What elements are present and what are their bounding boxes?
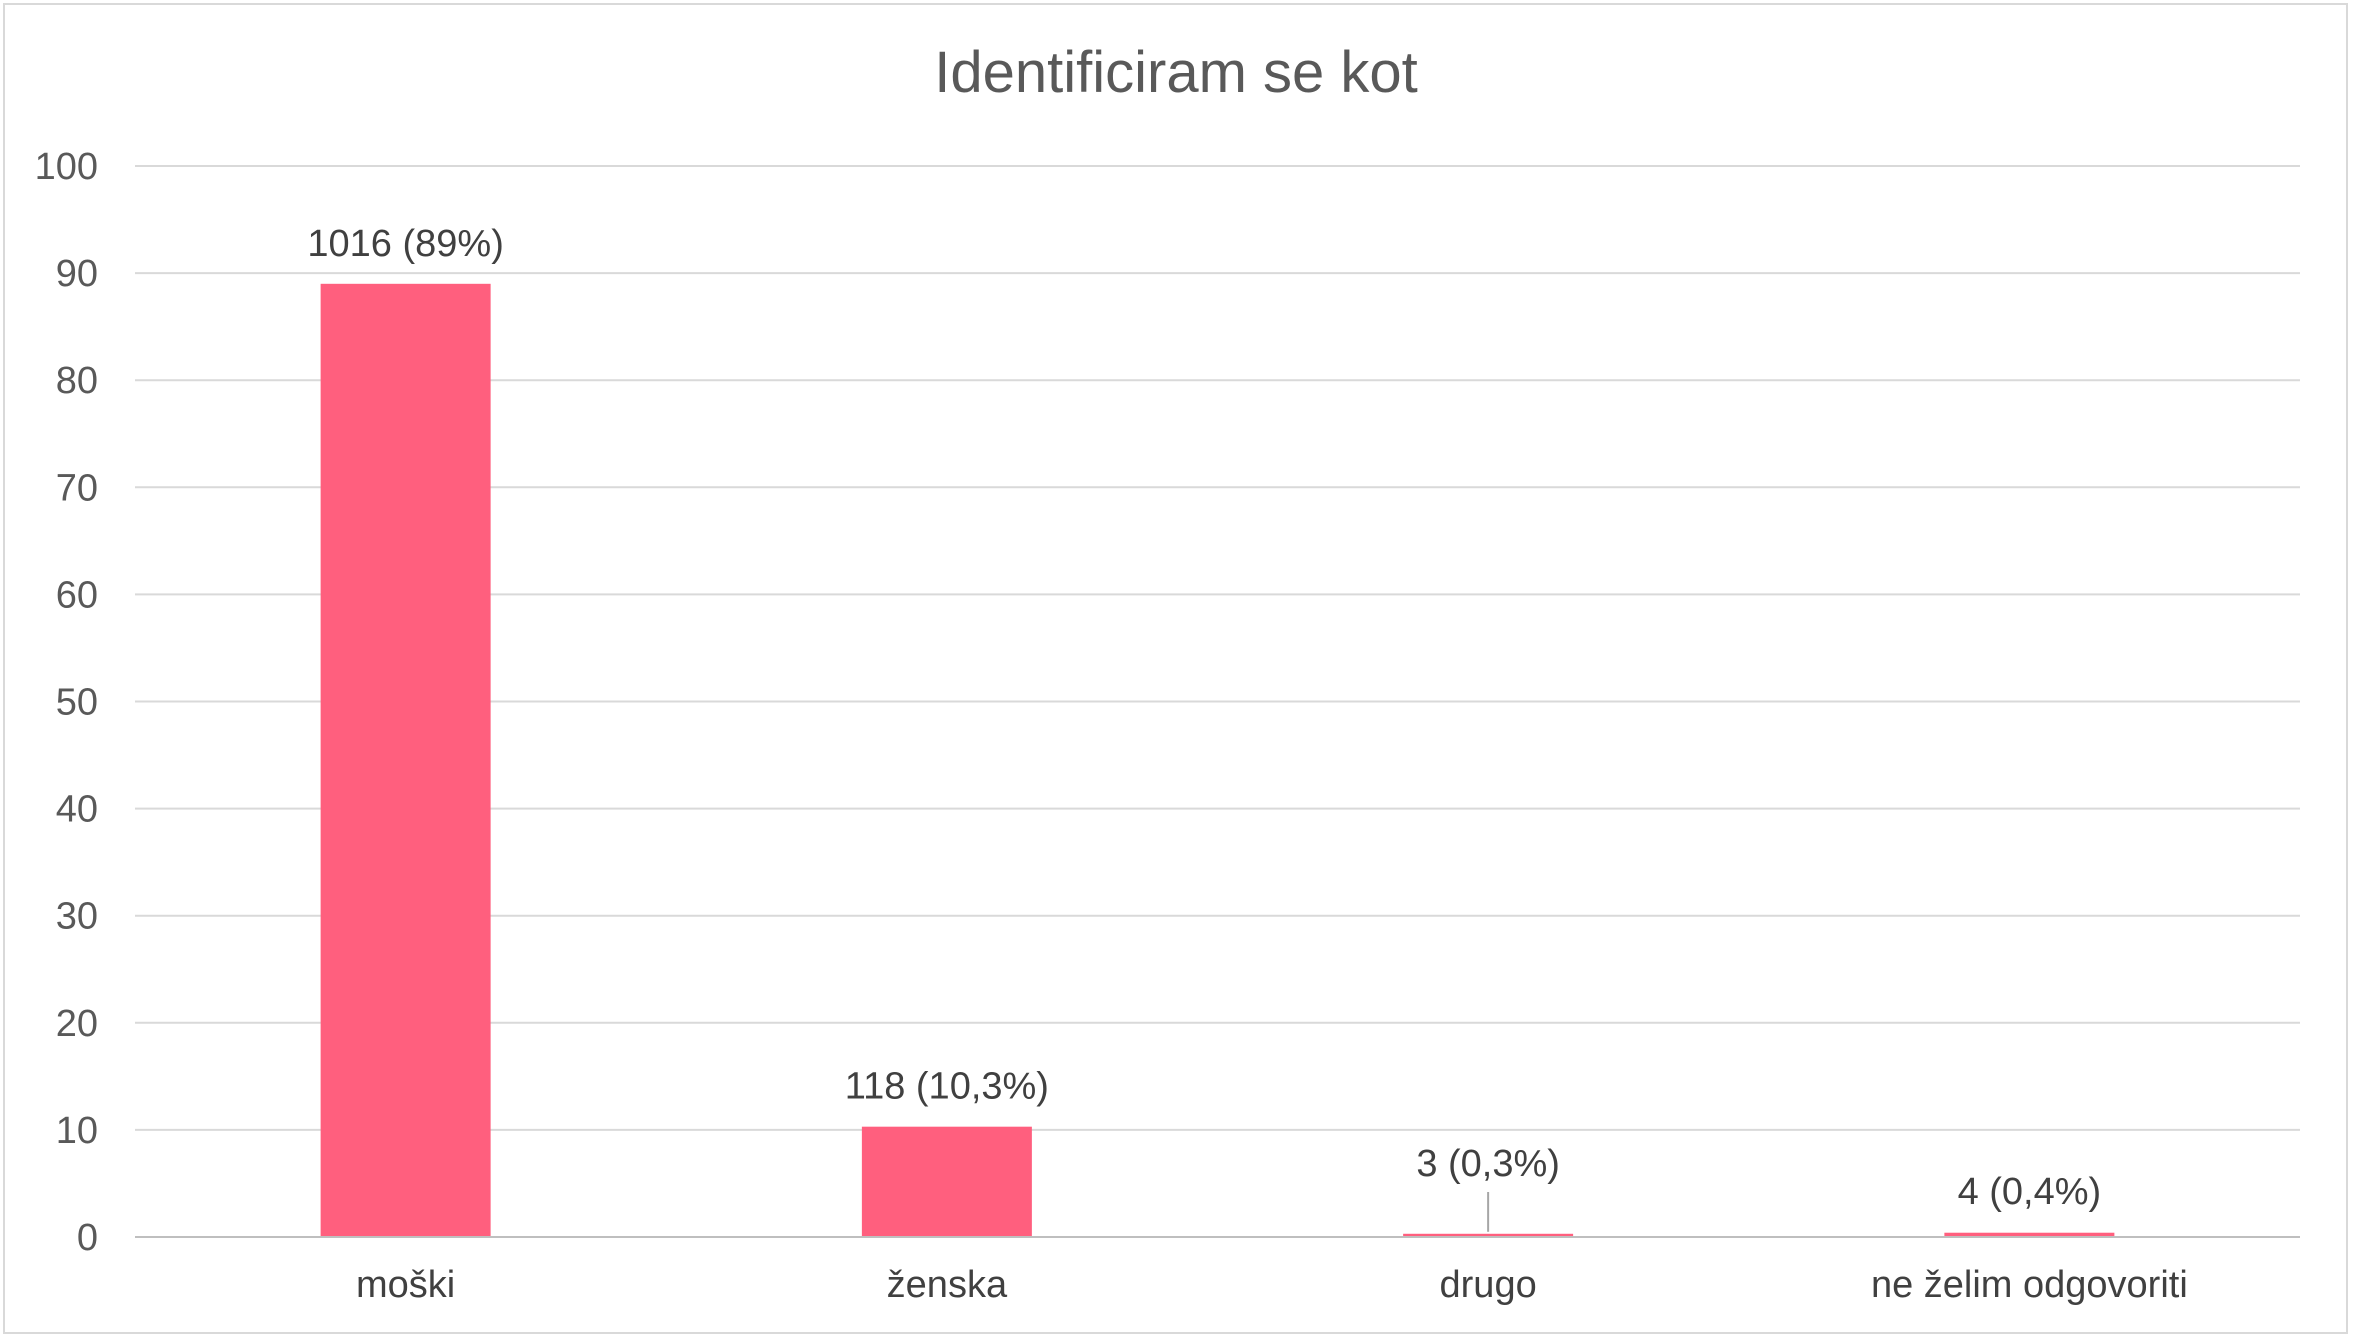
y-tick-label: 30: [56, 896, 98, 938]
data-label: 3 (0,3%): [1416, 1143, 1560, 1185]
y-tick-label: 0: [77, 1217, 98, 1259]
data-labels: 1016 (89%) 118 (10,3%) 3 (0,3%) 4 (0,4%): [307, 223, 2101, 1213]
gridlines: [135, 165, 2300, 1131]
bar: [320, 283, 491, 1237]
data-label: 4 (0,4%): [1958, 1171, 2102, 1213]
y-tick-label: 100: [35, 146, 98, 188]
x-axis-categories: moški ženska drugo ne želim odgovoriti: [356, 1264, 2188, 1306]
x-category-label: drugo: [1440, 1264, 1537, 1306]
bars: [320, 283, 2115, 1237]
x-category-label: ženska: [887, 1264, 1008, 1306]
y-axis-ticks: 0 10 20 30 40 50 60 70 80 90 100: [35, 146, 98, 1259]
x-category-label: ne želim odgovoriti: [1871, 1264, 2188, 1306]
y-tick-label: 70: [56, 467, 98, 509]
data-label: 1016 (89%): [307, 223, 503, 265]
y-tick-label: 20: [56, 1003, 98, 1045]
data-label: 118 (10,3%): [845, 1066, 1049, 1108]
y-tick-label: 10: [56, 1110, 98, 1152]
x-category-label: moški: [356, 1264, 455, 1306]
y-tick-label: 60: [56, 574, 98, 616]
y-tick-label: 90: [56, 253, 98, 295]
y-tick-label: 50: [56, 682, 98, 724]
bar: [1944, 1232, 2115, 1237]
bar: [861, 1126, 1032, 1237]
chart-title: Identificiram se kot: [934, 40, 1418, 105]
y-tick-label: 40: [56, 789, 98, 831]
bar: [1403, 1233, 1574, 1237]
y-tick-label: 80: [56, 360, 98, 402]
